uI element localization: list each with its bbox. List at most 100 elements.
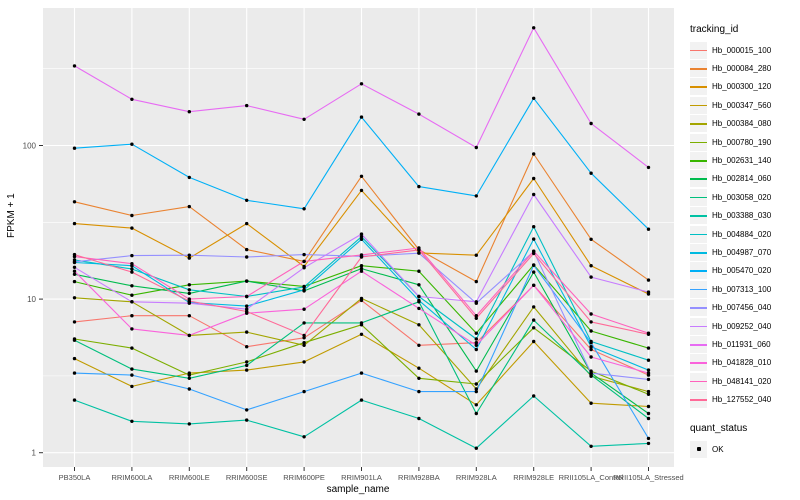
data-point	[245, 309, 249, 314]
data-point	[130, 270, 134, 274]
data-point	[187, 256, 191, 260]
legend-item-label: Hb_041828_010	[712, 358, 772, 368]
data-point	[72, 398, 77, 402]
data-point	[302, 333, 306, 338]
color-key	[690, 243, 707, 261]
line-swatch	[690, 362, 707, 364]
data-point	[589, 371, 593, 375]
legend-item-Hb_002631_140: Hb_002631_140	[690, 151, 800, 170]
x-tick-label: RRIM600SE	[226, 473, 268, 482]
line-swatch	[690, 399, 707, 401]
data-point	[359, 321, 364, 325]
color-key	[690, 188, 707, 206]
data-point	[302, 435, 306, 439]
data-point	[474, 314, 478, 318]
data-point	[589, 444, 593, 448]
data-point	[245, 330, 249, 334]
data-point	[72, 279, 77, 284]
data-point	[359, 174, 364, 178]
axis-ticks	[39, 145, 649, 471]
data-point	[646, 368, 651, 372]
color-key	[690, 96, 707, 114]
data-point	[646, 346, 651, 350]
data-point	[474, 387, 478, 391]
data-point	[130, 267, 134, 271]
legend-item-Hb_000084_280: Hb_000084_280	[690, 59, 800, 78]
color-key	[690, 60, 707, 78]
data-point	[589, 355, 593, 359]
x-tick-label: RRIM928LA	[456, 473, 497, 482]
data-point	[532, 305, 536, 309]
data-point	[474, 347, 478, 352]
legend-item-label: OK	[712, 444, 724, 454]
data-point	[130, 314, 134, 318]
x-tick-label: PB350LA	[59, 473, 91, 482]
line-swatch	[690, 178, 707, 181]
x-tick-label: RRIM600PE	[283, 473, 325, 482]
legend-item-Hb_003388_030: Hb_003388_030	[690, 207, 800, 225]
data-point	[646, 358, 651, 362]
data-point	[130, 373, 134, 377]
tracking-id-legend-items: Hb_000015_100 Hb_000084_280 Hb_000300_120 H…	[690, 41, 800, 409]
data-point	[417, 389, 421, 394]
data-point	[532, 263, 536, 267]
data-point	[646, 441, 651, 446]
data-point	[589, 347, 593, 352]
data-point	[130, 384, 134, 389]
x-axis-title: sample_name	[326, 484, 390, 495]
data-point	[589, 329, 593, 333]
data-point	[532, 176, 536, 181]
legend-item-Hb_041828_010: Hb_041828_010	[690, 354, 800, 372]
color-key	[690, 225, 707, 243]
data-point	[302, 360, 306, 364]
legend-item-label: Hb_002814_060	[712, 174, 772, 184]
color-key	[690, 207, 707, 225]
data-point	[187, 376, 191, 380]
data-point	[302, 266, 306, 270]
legend-item-label: Hb_000384_080	[712, 119, 772, 129]
data-point	[532, 152, 536, 156]
y-tick-label: 10	[27, 295, 36, 304]
data-point	[532, 339, 536, 344]
x-tick-label: RRII105LA_Stressed	[613, 473, 683, 482]
data-point	[302, 321, 306, 325]
data-point	[72, 296, 77, 300]
color-key	[690, 170, 707, 188]
data-point	[302, 285, 306, 289]
data-point	[646, 389, 651, 394]
legend-item-Hb_000384_080: Hb_000384_080	[690, 115, 800, 133]
x-tick-label: RRIM600LE	[169, 473, 210, 482]
data-point	[245, 103, 249, 108]
data-point	[359, 237, 364, 241]
data-point	[187, 110, 191, 114]
data-point	[245, 304, 249, 308]
data-point	[589, 121, 593, 126]
data-point	[130, 293, 134, 297]
legend-title-quant-status: quant_status	[690, 422, 748, 434]
color-key	[690, 133, 707, 151]
legend-item-label: Hb_003388_030	[712, 211, 772, 221]
data-point	[532, 96, 536, 101]
data-point	[532, 270, 536, 274]
legend-item-label: Hb_011931_060	[712, 339, 771, 349]
data-point	[359, 269, 364, 273]
legend-item-label: Hb_003058_020	[712, 192, 772, 202]
color-key	[690, 391, 707, 409]
data-point	[302, 252, 306, 257]
data-point	[130, 262, 134, 266]
data-point	[646, 436, 651, 441]
data-point	[532, 26, 536, 30]
data-point	[646, 290, 651, 294]
line-swatch	[690, 123, 707, 125]
data-point	[417, 112, 421, 116]
data-point	[359, 235, 364, 239]
data-point	[589, 320, 593, 324]
data-point	[532, 326, 536, 330]
data-point	[72, 371, 77, 375]
line-swatch	[690, 160, 707, 162]
data-point	[130, 213, 134, 218]
color-key	[690, 115, 707, 133]
tick-labels: 1 10 100 PB350LA RRIM600LA RRIM600LE RRIM600SE…	[23, 142, 684, 483]
legend-item-Hb_048141_020: Hb_048141_020	[690, 372, 800, 390]
data-point	[417, 366, 421, 370]
